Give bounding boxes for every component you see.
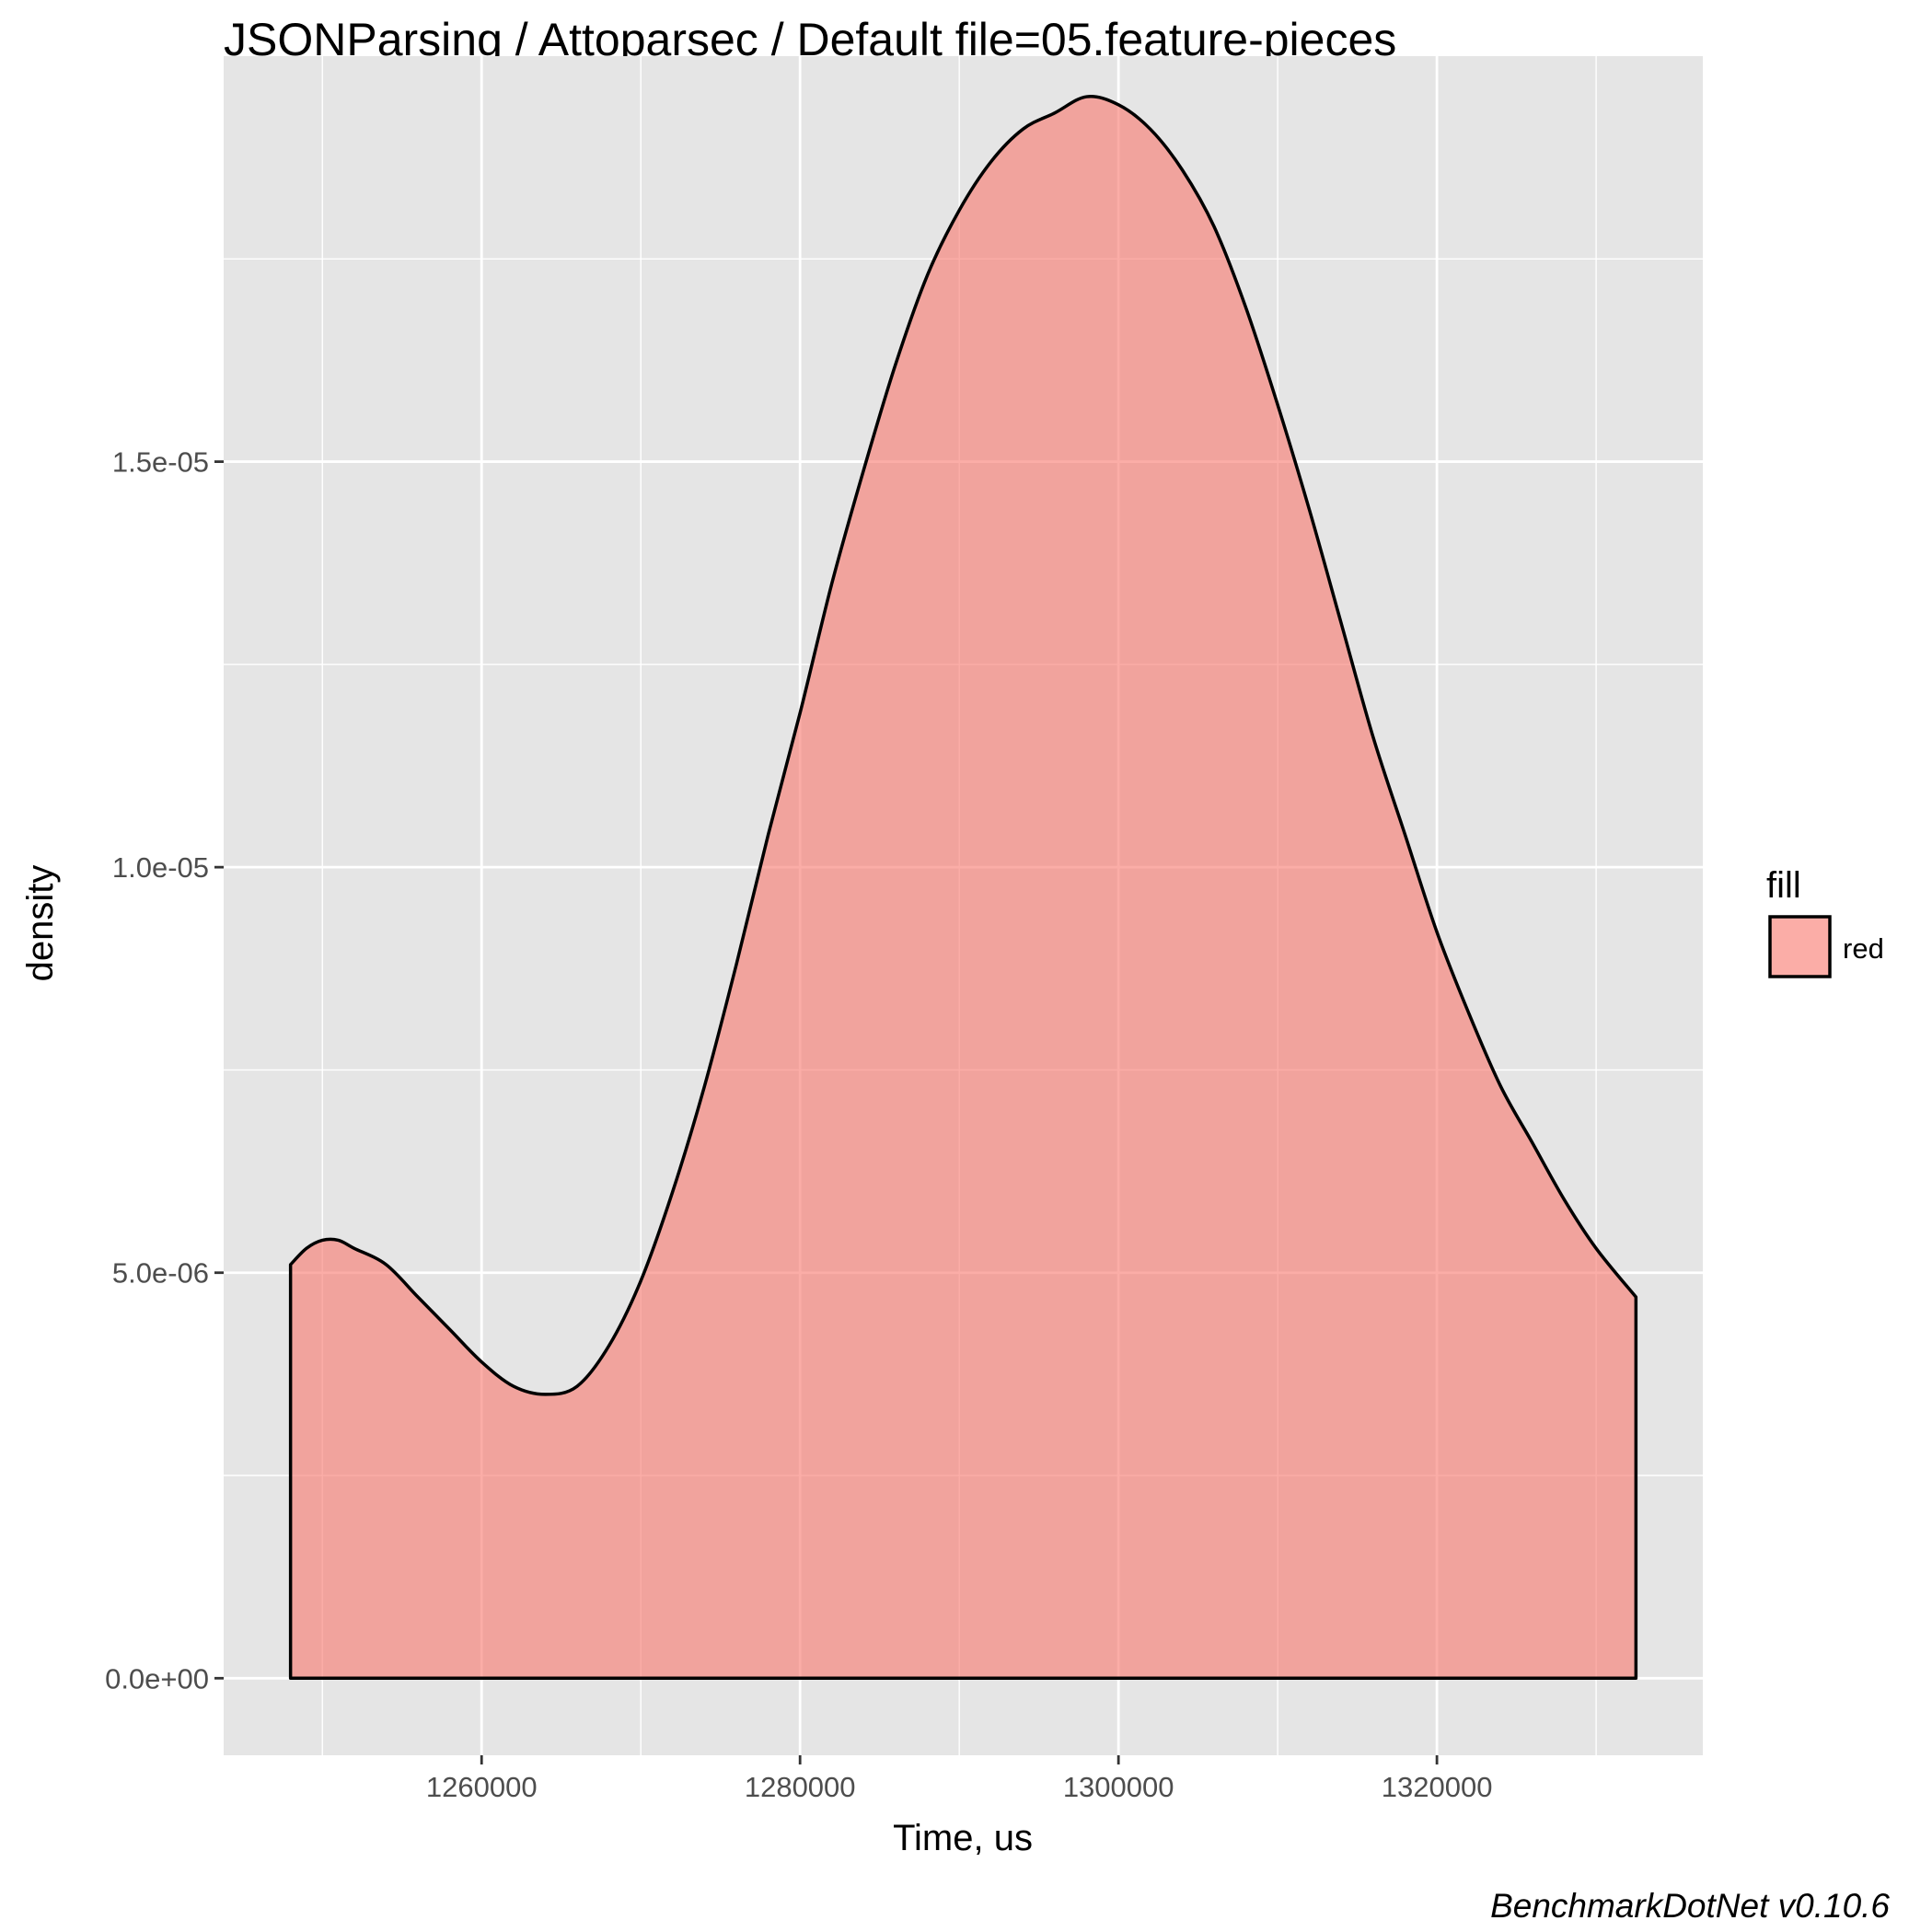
y-tick-label: 5.0e-06 [112,1257,209,1290]
x-tick-label: 1280000 [745,1771,856,1803]
legend-label-red: red [1843,932,1884,965]
x-axis: 1260000 1280000 1300000 1320000 [426,1755,1493,1803]
y-axis-title: density [20,865,61,982]
legend: fill red [1766,865,1884,978]
x-tick-label: 1300000 [1063,1771,1174,1803]
y-axis: 0.0e+00 5.0e-06 1.0e-05 1.5e-05 [105,446,224,1695]
y-tick-label: 1.0e-05 [112,851,209,884]
x-tick-label: 1260000 [426,1771,538,1803]
legend-title: fill [1766,865,1801,906]
x-tick-label: 1320000 [1382,1771,1493,1803]
legend-key-red [1768,915,1832,978]
density-area [288,95,1638,1681]
y-tick-label: 1.5e-05 [112,446,209,479]
chart-caption: BenchmarkDotNet v0.10.6 [1490,1887,1890,1925]
x-axis-title: Time, us [893,1818,1033,1858]
y-tick-label: 0.0e+00 [105,1662,209,1695]
